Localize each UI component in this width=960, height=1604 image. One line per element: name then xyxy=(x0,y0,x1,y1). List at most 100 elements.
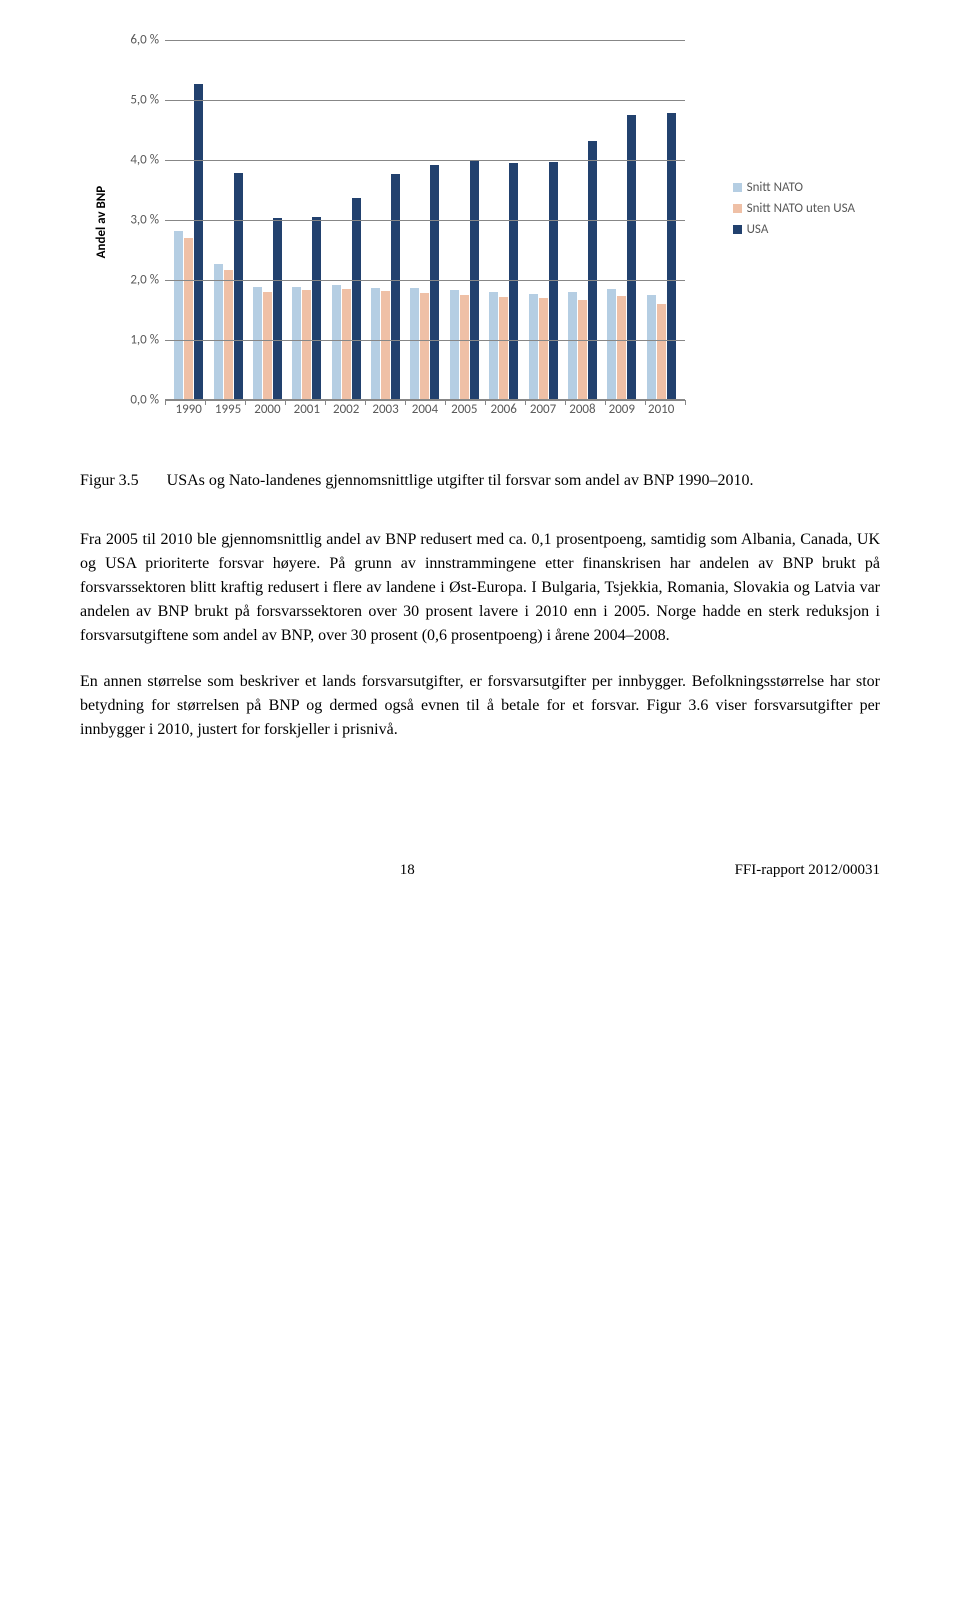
bar xyxy=(657,304,666,399)
x-tick-mark xyxy=(325,400,326,405)
x-tick-mark xyxy=(205,400,206,405)
bar xyxy=(420,293,429,399)
bar xyxy=(539,298,548,399)
legend-item: USA xyxy=(733,222,855,237)
legend-label: Snitt NATO uten USA xyxy=(747,201,855,216)
y-axis: 0,0 %1,0 %2,0 %3,0 %4,0 %5,0 %6,0 % xyxy=(105,40,165,400)
bar xyxy=(647,295,656,399)
figure-label: Figur 3.5 xyxy=(80,470,139,492)
bar xyxy=(312,217,321,399)
body-text: Fra 2005 til 2010 ble gjennomsnittlig an… xyxy=(80,528,880,742)
x-tick-mark xyxy=(405,400,406,405)
bar-group xyxy=(409,165,441,399)
legend-label: Snitt NATO xyxy=(747,180,803,195)
y-tick-label: 4,0 % xyxy=(130,153,159,168)
x-tick-label: 2004 xyxy=(409,402,441,417)
bar-group xyxy=(251,218,283,399)
gridline xyxy=(165,220,685,221)
legend-swatch xyxy=(733,225,742,234)
y-tick-label: 1,0 % xyxy=(130,333,159,348)
gridline xyxy=(165,100,685,101)
paragraph: Fra 2005 til 2010 ble gjennomsnittlig an… xyxy=(80,528,880,648)
gridline xyxy=(165,400,685,401)
bar xyxy=(627,115,636,399)
bar xyxy=(263,292,272,399)
legend-item: Snitt NATO xyxy=(733,180,855,195)
legend-swatch xyxy=(733,204,742,213)
x-tick-mark xyxy=(245,400,246,405)
bar xyxy=(342,289,351,399)
bar xyxy=(391,174,400,399)
bar xyxy=(224,270,233,399)
legend-swatch xyxy=(733,183,742,192)
x-tick-label: 2007 xyxy=(527,402,559,417)
bar-group xyxy=(291,217,323,399)
x-tick-label: 2002 xyxy=(330,402,362,417)
x-tick-label: 2008 xyxy=(566,402,598,417)
bar-group xyxy=(488,163,520,399)
bar-group xyxy=(330,198,362,399)
bar xyxy=(529,294,538,399)
y-tick-label: 2,0 % xyxy=(130,273,159,288)
bar xyxy=(371,288,380,399)
bar xyxy=(410,288,419,399)
page-number: 18 xyxy=(400,862,415,879)
bar-group xyxy=(370,174,402,399)
bar xyxy=(430,165,439,399)
x-tick-label: 1995 xyxy=(212,402,244,417)
gridline xyxy=(165,40,685,41)
bar xyxy=(578,300,587,399)
x-tick-label: 1990 xyxy=(173,402,205,417)
bar xyxy=(273,218,282,399)
bar xyxy=(617,296,626,399)
x-tick-mark xyxy=(485,400,486,405)
chart-container: Andel av BNP 0,0 %1,0 %2,0 %3,0 %4,0 %5,… xyxy=(105,40,855,440)
bar xyxy=(381,291,390,399)
bar xyxy=(184,238,193,399)
legend-item: Snitt NATO uten USA xyxy=(733,201,855,216)
x-tick-label: 2000 xyxy=(251,402,283,417)
bar xyxy=(499,297,508,399)
x-tick-mark xyxy=(165,400,166,405)
x-tick-mark xyxy=(445,400,446,405)
page-footer: 18 FFI-rapport 2012/00031 xyxy=(80,862,880,879)
bar xyxy=(607,289,616,399)
gridline xyxy=(165,280,685,281)
bar xyxy=(489,292,498,399)
bar xyxy=(667,113,676,399)
bar-group xyxy=(566,141,598,399)
x-tick-label: 2003 xyxy=(370,402,402,417)
y-tick-label: 3,0 % xyxy=(130,213,159,228)
x-tick-label: 2006 xyxy=(488,402,520,417)
bar xyxy=(214,264,223,399)
figure-caption-text: USAs og Nato-landenes gjennomsnittlige u… xyxy=(167,470,880,492)
bar xyxy=(509,163,518,399)
x-tick-label: 2010 xyxy=(645,402,677,417)
bar xyxy=(450,290,459,399)
x-tick-mark xyxy=(565,400,566,405)
bar xyxy=(174,231,183,399)
bar xyxy=(194,84,203,399)
x-tick-mark xyxy=(525,400,526,405)
bar xyxy=(588,141,597,399)
bar xyxy=(332,285,341,399)
gridline xyxy=(165,160,685,161)
chart-legend: Snitt NATO Snitt NATO uten USA USA xyxy=(733,180,855,243)
bar xyxy=(253,287,262,399)
x-tick-mark xyxy=(685,400,686,405)
bar xyxy=(234,173,243,399)
report-id: FFI-rapport 2012/00031 xyxy=(735,862,880,879)
x-tick-mark xyxy=(365,400,366,405)
x-axis: 1990199520002001200220032004200520062007… xyxy=(165,402,685,417)
x-tick-mark xyxy=(645,400,646,405)
gridline xyxy=(165,340,685,341)
x-tick-label: 2009 xyxy=(606,402,638,417)
x-tick-label: 2005 xyxy=(448,402,480,417)
figure-caption: Figur 3.5 USAs og Nato-landenes gjennoms… xyxy=(80,470,880,492)
bar-group xyxy=(645,113,677,399)
bar xyxy=(352,198,361,399)
bar-group xyxy=(173,84,205,399)
paragraph: En annen størrelse som beskriver et land… xyxy=(80,670,880,742)
bar xyxy=(292,287,301,399)
x-tick-mark xyxy=(605,400,606,405)
